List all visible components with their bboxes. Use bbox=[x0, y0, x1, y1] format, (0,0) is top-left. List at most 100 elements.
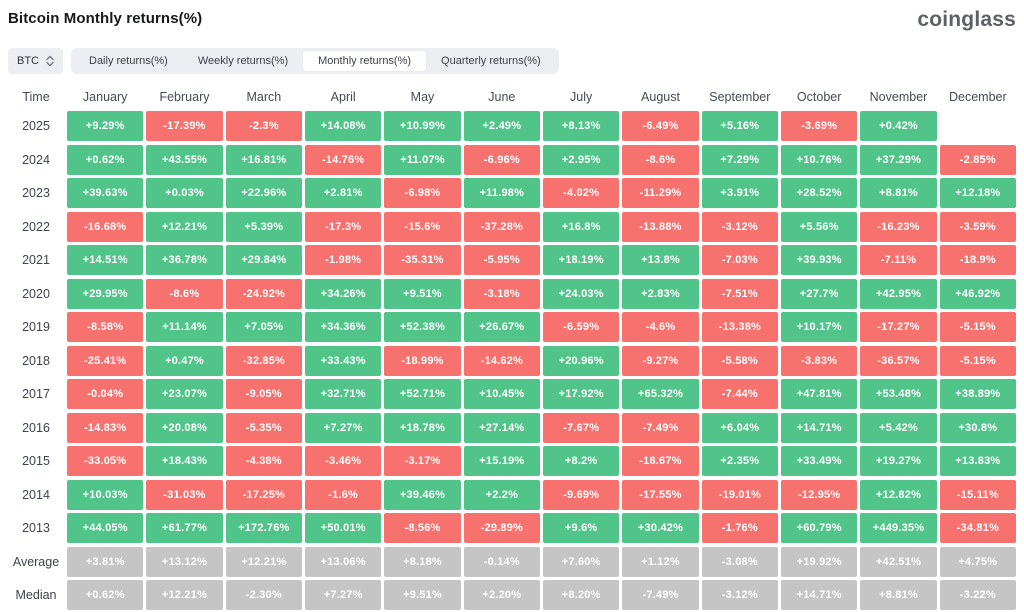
return-cell: -2.30% bbox=[225, 580, 302, 610]
return-cell: -15.11% bbox=[939, 479, 1016, 510]
return-cell: +0.62% bbox=[67, 144, 144, 175]
return-cell: +17.92% bbox=[543, 379, 620, 409]
return-cell: -3.83% bbox=[781, 345, 858, 376]
return-cell: +52.38% bbox=[384, 312, 461, 342]
row-label: 2019 bbox=[22, 320, 50, 334]
return-cell: -4.38% bbox=[225, 446, 302, 476]
return-cell: -17.27% bbox=[860, 312, 937, 342]
return-cell: +8.81% bbox=[860, 580, 937, 610]
tab-quarterly[interactable]: Quarterly returns(%) bbox=[441, 55, 541, 67]
return-cell: +30.8% bbox=[939, 412, 1016, 443]
empty-cell bbox=[940, 111, 1016, 141]
month-column-header: July bbox=[570, 90, 593, 104]
return-cell: +46.92% bbox=[939, 278, 1016, 309]
updown-chevrons-icon bbox=[46, 55, 54, 67]
month-column-header: September bbox=[709, 90, 771, 104]
return-cell: -32.85% bbox=[225, 345, 302, 376]
month-column-header: April bbox=[330, 90, 356, 104]
return-cell: +10.17% bbox=[781, 312, 858, 342]
return-cell: +18.43% bbox=[146, 446, 223, 476]
return-cell: +12.21% bbox=[146, 580, 223, 610]
return-cell: -16.68% bbox=[67, 211, 144, 242]
return-cell: +13.06% bbox=[305, 546, 382, 577]
page-title: Bitcoin Monthly returns(%) bbox=[8, 10, 203, 27]
return-cell: -3.69% bbox=[781, 111, 858, 141]
row-label: 2021 bbox=[22, 253, 50, 267]
return-cell: -17.3% bbox=[305, 211, 382, 242]
month-column-header: May bbox=[410, 90, 435, 104]
return-cell: -2.85% bbox=[939, 144, 1016, 175]
return-cell: +27.7% bbox=[781, 278, 858, 309]
tab-weekly[interactable]: Weekly returns(%) bbox=[197, 55, 289, 67]
return-cell: +1.12% bbox=[622, 546, 699, 577]
return-cell: +2.49% bbox=[463, 111, 540, 141]
month-column-header: June bbox=[488, 90, 516, 104]
tab-monthly[interactable]: Monthly returns(%) bbox=[303, 51, 427, 71]
row-label: 2017 bbox=[22, 387, 50, 401]
return-cell: -5.15% bbox=[939, 345, 1016, 376]
controls-row: BTC Daily returns(%) Weekly returns(%) Mon… bbox=[8, 48, 1016, 74]
return-cell: -6.96% bbox=[463, 144, 540, 175]
return-cell: -36.57% bbox=[860, 345, 937, 376]
return-cell: +14.51% bbox=[67, 245, 144, 275]
return-cell: -3.22% bbox=[939, 580, 1016, 610]
return-cell: -7.03% bbox=[701, 245, 778, 275]
return-cell: +12.82% bbox=[860, 479, 937, 510]
month-column-header: October bbox=[796, 90, 842, 104]
return-cell: -33.05% bbox=[67, 446, 144, 476]
return-cell: +8.81% bbox=[860, 178, 937, 208]
return-cell: +52.71% bbox=[384, 379, 461, 409]
return-cell: +7.29% bbox=[701, 144, 778, 175]
return-cell: -24.92% bbox=[225, 278, 302, 309]
return-cell: +23.07% bbox=[146, 379, 223, 409]
tab-group: Daily returns(%) Weekly returns(%) Monthly… bbox=[71, 48, 559, 74]
return-cell: -18.9% bbox=[939, 245, 1016, 275]
return-cell: -7.67% bbox=[543, 412, 620, 443]
symbol-select-value: BTC bbox=[17, 55, 39, 67]
return-cell: -5.95% bbox=[463, 245, 540, 275]
return-cell: +2.83% bbox=[622, 278, 699, 309]
return-cell: +8.20% bbox=[543, 580, 620, 610]
return-cell: -13.38% bbox=[701, 312, 778, 342]
coinglass-logo: coinglass bbox=[917, 8, 1016, 31]
row-label: 2025 bbox=[22, 119, 50, 133]
return-cell: +14.71% bbox=[781, 580, 858, 610]
return-cell: -8.6% bbox=[622, 144, 699, 175]
return-cell: +0.03% bbox=[146, 178, 223, 208]
return-cell: -14.83% bbox=[67, 412, 144, 443]
return-cell: +2.81% bbox=[305, 178, 382, 208]
return-cell: -6.98% bbox=[384, 178, 461, 208]
return-cell: +29.95% bbox=[67, 278, 144, 309]
return-cell: +33.43% bbox=[305, 345, 382, 376]
return-cell: +30.42% bbox=[622, 513, 699, 543]
return-cell: -7.44% bbox=[701, 379, 778, 409]
return-cell: -13.88% bbox=[622, 211, 699, 242]
return-cell: -8.56% bbox=[384, 513, 461, 543]
return-cell: -2.3% bbox=[225, 111, 302, 141]
return-cell: +15.19% bbox=[463, 446, 540, 476]
tab-daily[interactable]: Daily returns(%) bbox=[89, 55, 168, 67]
row-label: 2020 bbox=[22, 286, 50, 301]
return-cell: -37.28% bbox=[463, 211, 540, 242]
return-cell: -25.41% bbox=[67, 345, 144, 376]
return-cell: +24.03% bbox=[543, 278, 620, 309]
return-cell: +10.45% bbox=[463, 379, 540, 409]
return-cell: +13.12% bbox=[146, 546, 223, 577]
return-cell: +3.81% bbox=[67, 546, 144, 577]
return-cell: +0.62% bbox=[67, 580, 144, 610]
symbol-select[interactable]: BTC bbox=[8, 48, 63, 74]
return-cell: +14.71% bbox=[781, 412, 858, 443]
return-cell: +26.67% bbox=[463, 312, 540, 342]
return-cell: +2.95% bbox=[543, 144, 620, 175]
return-cell: +10.76% bbox=[781, 144, 858, 175]
return-cell: +19.27% bbox=[860, 446, 937, 476]
return-cell: +5.16% bbox=[701, 111, 778, 141]
topbar: Bitcoin Monthly returns(%) coinglass bbox=[8, 8, 1016, 32]
return-cell: -4.02% bbox=[543, 178, 620, 208]
return-cell: +34.36% bbox=[305, 312, 382, 342]
return-cell: +39.93% bbox=[781, 245, 858, 275]
return-cell: +32.71% bbox=[305, 379, 382, 409]
return-cell: +20.96% bbox=[543, 345, 620, 376]
return-cell: +11.98% bbox=[463, 178, 540, 208]
return-cell: +10.03% bbox=[67, 479, 144, 510]
